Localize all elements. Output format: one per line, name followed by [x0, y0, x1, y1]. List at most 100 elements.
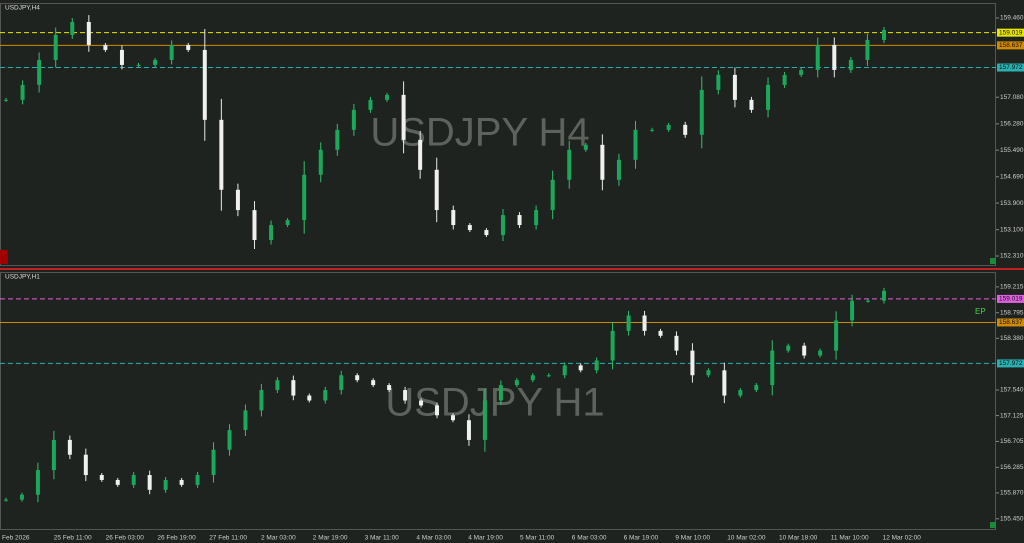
- panel-title: USDJPY,H1: [5, 274, 40, 281]
- candle-body: [259, 390, 264, 411]
- candle-body: [302, 174, 307, 221]
- time-label: 4 Mar 19:00: [468, 535, 503, 542]
- candle-body: [848, 59, 853, 70]
- time-label: Feb 2026: [2, 535, 30, 542]
- time-label: 2 Mar 03:00: [261, 535, 296, 542]
- candle-body: [610, 330, 615, 361]
- candle-body: [202, 49, 207, 120]
- candle-body: [435, 405, 440, 416]
- candle-body: [770, 350, 775, 386]
- y-tick-label: 155.870: [1000, 490, 1024, 497]
- candle-body: [550, 179, 555, 211]
- y-tick-label: 153.100: [1000, 226, 1024, 233]
- candle-body: [683, 124, 688, 135]
- panel-title: USDJPY,H4: [5, 5, 40, 12]
- candle-body: [482, 400, 487, 440]
- candle-body: [243, 410, 248, 431]
- candle-body: [530, 375, 535, 381]
- candle-body: [335, 129, 340, 150]
- time-label: 12 Mar 02:00: [883, 535, 922, 542]
- candle-body: [136, 64, 141, 66]
- candle-body: [275, 380, 280, 391]
- candle-body: [600, 144, 605, 180]
- candle-body: [318, 149, 323, 175]
- panel-frame: [0, 3, 996, 266]
- candle-body: [186, 44, 191, 50]
- time-label: 9 Mar 10:00: [675, 535, 710, 542]
- candle-body: [818, 350, 823, 356]
- y-tick-label: 155.450: [1000, 515, 1024, 522]
- candle-body: [419, 400, 424, 406]
- candle-body: [865, 39, 870, 60]
- candle-body: [583, 144, 588, 150]
- candle-body: [219, 119, 224, 190]
- candle-body: [70, 21, 75, 35]
- level-label: 159.019: [999, 296, 1023, 303]
- candle-body: [882, 29, 886, 40]
- candle-body: [786, 345, 791, 351]
- candle-body: [385, 94, 390, 100]
- candle-body: [633, 129, 638, 160]
- candle-body: [4, 499, 8, 501]
- candle-body: [626, 315, 631, 331]
- level-label: 157.972: [999, 64, 1023, 71]
- candle-body: [401, 94, 406, 140]
- candle-body: [546, 375, 551, 377]
- candle-body: [51, 439, 56, 471]
- candle-body: [650, 129, 655, 131]
- candle-body: [19, 494, 24, 500]
- time-label: 25 Feb 11:00: [54, 535, 92, 542]
- y-tick-label: 158.380: [1000, 335, 1024, 342]
- level-tag: [997, 41, 1024, 50]
- y-tick-label: 157.125: [1000, 412, 1024, 419]
- candle-body: [119, 49, 124, 65]
- watermark: USDJPY H4: [370, 111, 589, 155]
- candle-body: [371, 380, 376, 386]
- candle-body: [766, 84, 771, 110]
- candle-body: [706, 370, 711, 376]
- candle-body: [169, 44, 174, 60]
- candle-body: [211, 449, 216, 476]
- candle-body: [269, 225, 274, 241]
- candle-body: [4, 99, 8, 101]
- y-tick-label: 156.280: [1000, 121, 1024, 128]
- candle-body: [616, 159, 621, 180]
- candle-body: [834, 320, 839, 351]
- candle-body: [153, 59, 158, 65]
- candle-body: [227, 430, 232, 450]
- candle-body: [815, 44, 820, 70]
- candle-body: [339, 375, 344, 391]
- candle-body: [534, 210, 539, 226]
- watermark: USDJPY H1: [385, 381, 604, 425]
- time-label: 26 Feb 03:00: [106, 535, 145, 542]
- candle-body: [35, 470, 40, 495]
- candle-body: [179, 479, 184, 485]
- marker: [990, 258, 996, 264]
- candle-body: [307, 395, 312, 401]
- candle-body: [716, 74, 721, 90]
- candle-body: [467, 225, 472, 231]
- candle-body: [594, 360, 599, 371]
- time-label: 10 Mar 02:00: [727, 535, 766, 542]
- candle-body: [53, 34, 58, 60]
- candle-body: [666, 124, 671, 130]
- candle-body: [882, 290, 886, 301]
- candle-body: [799, 69, 804, 75]
- time-label: 3 Mar 11:00: [365, 535, 400, 542]
- y-tick-label: 156.285: [1000, 464, 1024, 471]
- candle-body: [466, 420, 471, 440]
- annotation: EP: [975, 307, 986, 316]
- level-label: 157.972: [999, 360, 1023, 367]
- candle-body: [83, 454, 88, 476]
- y-tick-label: 159.460: [1000, 15, 1024, 22]
- candle-body: [355, 375, 360, 381]
- time-label: 11 Mar 10:00: [831, 535, 869, 542]
- candle-body: [252, 210, 257, 241]
- candle-body: [732, 74, 737, 100]
- candle-body: [86, 21, 91, 45]
- candle-body: [567, 149, 572, 180]
- candle-body: [498, 385, 503, 401]
- candle-body: [450, 415, 455, 421]
- time-label: 5 Mar 11:00: [520, 535, 555, 542]
